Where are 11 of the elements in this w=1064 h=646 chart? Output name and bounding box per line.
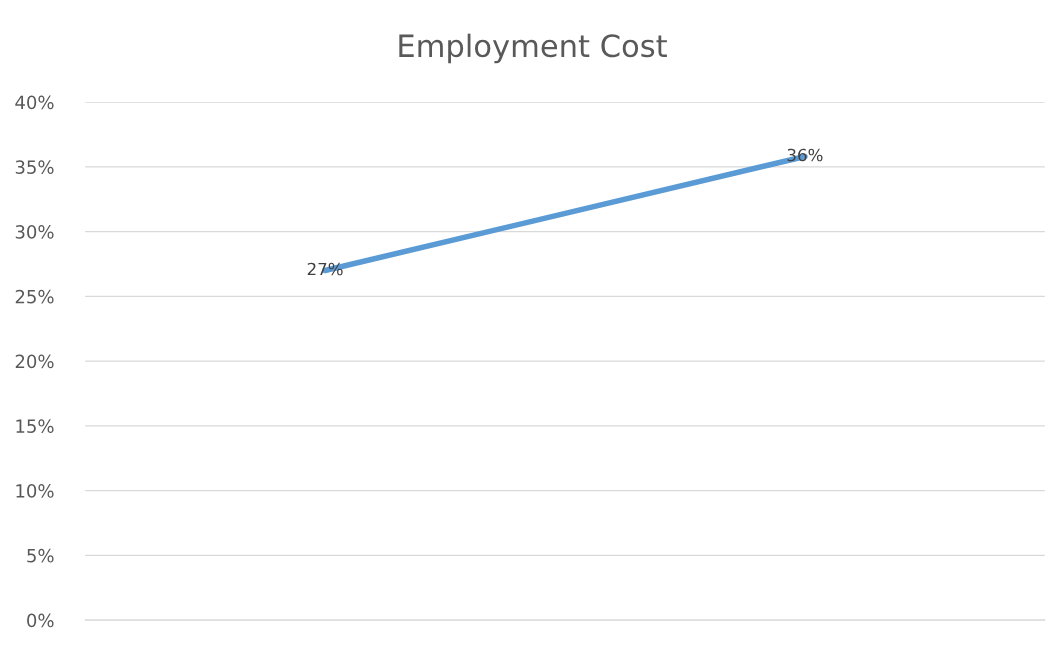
y-tick-label: 35% <box>15 160 54 174</box>
y-tick-label: 5% <box>27 548 54 563</box>
y-tick-label: 25% <box>15 289 54 304</box>
y-tick-label: 10% <box>16 484 54 498</box>
y-tick-label: 20% <box>15 354 54 369</box>
y-tick-label: 15% <box>16 419 54 433</box>
data-label: 36% <box>787 148 823 162</box>
y-tick-label: 40% <box>15 95 54 110</box>
y-tick-label: 0% <box>27 613 54 628</box>
y-tick-label: 30% <box>15 225 54 239</box>
chart-title: Employment Cost <box>399 33 667 64</box>
